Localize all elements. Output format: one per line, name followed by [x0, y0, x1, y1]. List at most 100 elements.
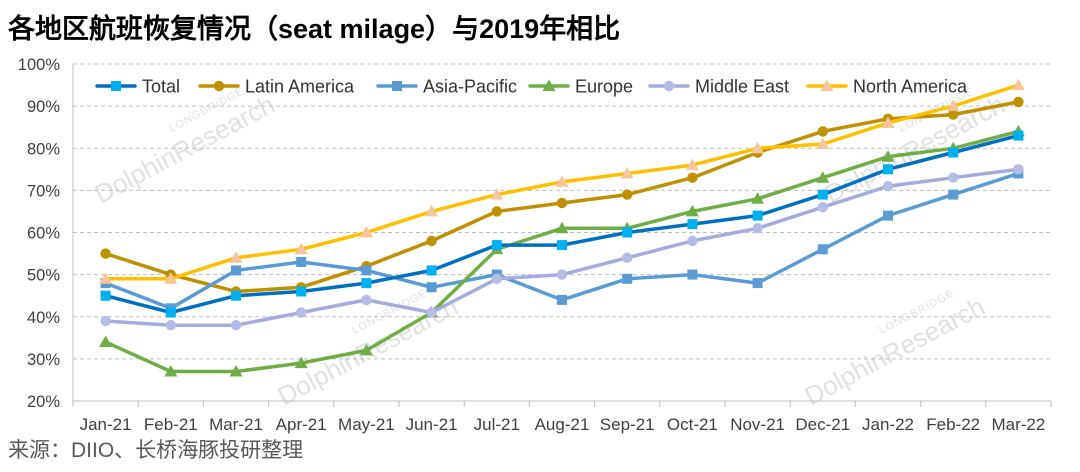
point-europe-jan-21: [99, 335, 113, 347]
point-total-mar-21: [231, 290, 241, 301]
point-latin-america-jun-21: [426, 235, 437, 247]
point-asia-pacific-jan-22: [883, 210, 893, 221]
point-europe-nov-21: [751, 192, 765, 204]
point-north-america-sep-21: [620, 167, 634, 179]
legend-item-middle-east: Middle East: [648, 77, 789, 97]
legend-marker-latin-america: [213, 80, 225, 92]
chart-title: 各地区航班恢复情况（seat milage）与2019年相比: [8, 14, 621, 44]
point-latin-america-aug-21: [556, 197, 568, 209]
legend-item-total: Total: [95, 77, 180, 97]
point-middle-east-mar-21: [230, 320, 242, 331]
legend-marker-europe: [542, 79, 556, 91]
point-middle-east-jan-22: [882, 181, 894, 192]
point-total-sep-21: [622, 227, 633, 238]
legend-item-latin-america: Latin America: [198, 77, 355, 97]
point-north-america-mar-22: [1011, 78, 1025, 91]
legend-label: North America: [853, 77, 968, 97]
point-europe-aug-21: [555, 221, 569, 234]
point-north-america-jul-21: [490, 188, 504, 200]
point-asia-pacific-apr-21: [296, 257, 307, 267]
y-tick-label: 40%: [27, 309, 60, 327]
point-total-mar-22: [1013, 130, 1024, 141]
point-latin-america-dec-21: [817, 126, 828, 137]
legend: Total Latin America Asia-Pacific Europe Midd…: [95, 77, 968, 97]
point-asia-pacific-mar-21: [231, 265, 241, 276]
point-middle-east-aug-21: [556, 269, 568, 280]
point-europe-dec-21: [816, 171, 830, 183]
legend-marker-middle-east: [663, 80, 675, 92]
point-middle-east-dec-21: [817, 202, 828, 213]
point-asia-pacific-aug-21: [557, 294, 567, 305]
series-total: [100, 130, 1024, 318]
series-north-america: [99, 78, 1025, 284]
legend-item-europe: Europe: [528, 77, 633, 97]
point-latin-america-oct-21: [687, 172, 698, 183]
y-tick-label: 50%: [27, 267, 60, 285]
point-asia-pacific-oct-21: [687, 269, 698, 280]
point-asia-pacific-nov-21: [752, 278, 763, 289]
point-total-feb-21: [165, 307, 176, 318]
point-middle-east-jun-21: [426, 307, 437, 318]
point-total-may-21: [361, 278, 372, 289]
x-tick-label: Jan-21: [80, 415, 132, 434]
point-latin-america-feb-22: [948, 109, 959, 120]
y-tick-label: 20%: [27, 393, 60, 411]
point-north-america-feb-22: [946, 99, 960, 112]
watermark-name: DolphinResearch: [89, 89, 279, 209]
x-tick-label: Feb-21: [144, 415, 198, 434]
point-north-america-feb-21: [164, 272, 178, 284]
point-total-jun-21: [426, 265, 437, 276]
point-north-america-jan-21: [99, 272, 113, 284]
legend-label: Europe: [575, 77, 633, 97]
point-middle-east-jan-21: [100, 315, 111, 327]
legend-item-asia-pacific: Asia-Pacific: [376, 77, 517, 97]
point-middle-east-mar-22: [1013, 164, 1024, 175]
point-europe-mar-21: [229, 365, 243, 377]
watermark-name: DolphinResearch: [799, 291, 989, 411]
point-latin-america-jul-21: [491, 206, 502, 217]
point-total-jul-21: [491, 240, 502, 251]
point-asia-pacific-jun-21: [426, 282, 437, 293]
legend-marker-north-america: [820, 79, 834, 91]
point-total-nov-21: [752, 210, 763, 221]
y-tick-label: 90%: [27, 98, 60, 116]
point-total-apr-21: [296, 286, 307, 297]
point-middle-east-feb-21: [165, 320, 176, 331]
y-tick-label: 80%: [27, 140, 60, 158]
point-north-america-mar-21: [229, 251, 243, 263]
point-europe-apr-21: [294, 356, 308, 369]
y-tick-label: 60%: [27, 225, 60, 243]
point-total-aug-21: [557, 240, 567, 251]
point-total-feb-22: [948, 147, 959, 158]
point-middle-east-nov-21: [752, 223, 763, 234]
legend-label: Middle East: [695, 77, 789, 97]
watermark-name: DolphinResearch: [819, 89, 1009, 209]
x-tick-label: Jul-21: [474, 415, 520, 434]
x-tick-label: Mar-22: [991, 415, 1045, 434]
point-middle-east-may-21: [361, 294, 372, 306]
series-middle-east: [100, 164, 1024, 331]
x-tick-label: Apr-21: [276, 415, 327, 434]
point-total-oct-21: [687, 219, 698, 230]
point-asia-pacific-feb-22: [948, 189, 959, 200]
x-tick-label: Nov-21: [730, 415, 785, 434]
point-north-america-oct-21: [685, 158, 699, 171]
x-tick-label: May-21: [338, 415, 395, 434]
point-europe-may-21: [359, 343, 373, 356]
legend-item-north-america: North America: [806, 77, 968, 97]
point-total-dec-21: [817, 189, 828, 200]
point-north-america-jun-21: [425, 204, 439, 217]
x-tick-label: Dec-21: [795, 415, 850, 434]
point-latin-america-sep-21: [622, 189, 633, 200]
point-europe-oct-21: [685, 204, 699, 217]
point-asia-pacific-sep-21: [622, 273, 633, 284]
y-axis-labels: 20% 30% 40% 50% 60% 70% 80% 90% 100%: [18, 56, 61, 411]
legend-label: Asia-Pacific: [423, 77, 517, 97]
point-middle-east-apr-21: [296, 307, 307, 318]
source-note: 来源：DIIO、长桥海豚投研整理: [8, 439, 304, 462]
point-north-america-nov-21: [751, 141, 765, 154]
x-tick-label: Mar-21: [209, 415, 263, 434]
x-tick-label: Feb-22: [926, 415, 980, 434]
